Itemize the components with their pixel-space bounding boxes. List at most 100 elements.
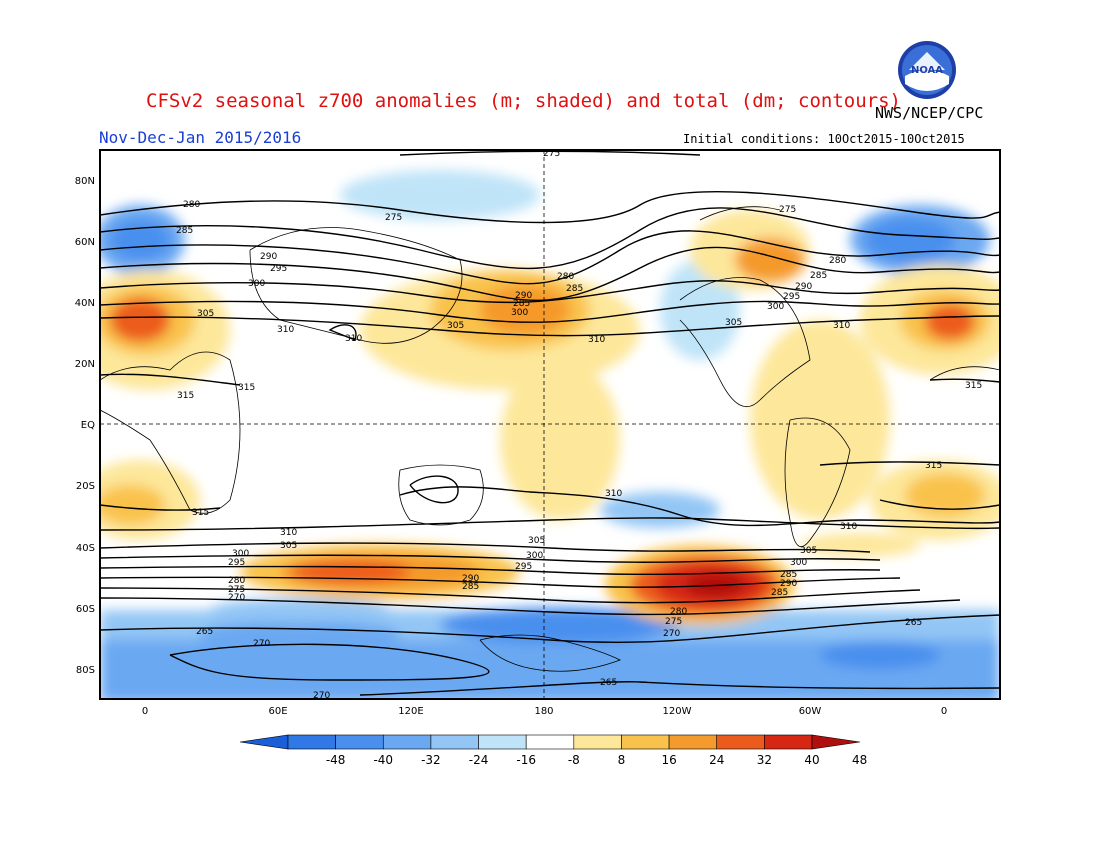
- colorbar-tick-label: 48: [852, 753, 867, 767]
- lat-label: 40S: [76, 543, 95, 554]
- contour-label: 290: [780, 579, 797, 589]
- contour-label: 310: [833, 321, 850, 331]
- colorbar-tick-label: -48: [326, 753, 346, 767]
- contour-label: 265: [905, 618, 922, 628]
- chart-title: CFSv2 seasonal z700 anomalies (m; shaded…: [146, 90, 901, 112]
- coastlines: [100, 206, 1000, 672]
- colorbar-tick-label: -24: [469, 753, 489, 767]
- lat-label: 20S: [76, 481, 95, 492]
- colorbar-swatch: [621, 734, 670, 750]
- contour-label: 280: [670, 607, 687, 617]
- contour-label: 265: [600, 678, 617, 688]
- lat-label: 80N: [75, 176, 95, 187]
- grid-lines: [100, 150, 1000, 699]
- colorbar-tick-label: 16: [661, 753, 676, 767]
- lon-label: 0: [941, 706, 947, 717]
- map-frame: [99, 149, 1001, 700]
- noaa-logo-icon: NOAA: [898, 41, 956, 99]
- lon-label: 120W: [663, 706, 692, 717]
- contour-label: 295: [270, 264, 287, 274]
- colorbar-swatch: [335, 734, 384, 750]
- contour-label: 285: [566, 284, 583, 294]
- season-subtitle: Nov-Dec-Jan 2015/2016: [99, 128, 302, 147]
- lat-label: 40N: [75, 298, 95, 309]
- contour-label: 300: [790, 558, 807, 568]
- lat-label: 60N: [75, 237, 95, 248]
- colorbar-swatch: [478, 734, 527, 750]
- contour-label: 275: [543, 149, 560, 159]
- contour-label: 315: [177, 391, 194, 401]
- contour-label: 275: [385, 213, 402, 223]
- contour-label: 305: [725, 318, 742, 328]
- contour-label: 315: [925, 461, 942, 471]
- contour-label: 265: [196, 627, 213, 637]
- contour-label: 280: [183, 200, 200, 210]
- contour-label: 305: [197, 309, 214, 319]
- colorbar-swatch: [716, 734, 765, 750]
- lon-label: 180: [534, 706, 553, 717]
- contour-label: 310: [840, 522, 857, 532]
- contour-label: 300: [248, 279, 265, 289]
- colorbar-arrow-right: [811, 734, 861, 750]
- colorbar-swatch: [430, 734, 479, 750]
- colorbar-tick-label: -32: [421, 753, 441, 767]
- contour-label: 315: [965, 381, 982, 391]
- contour-label: 285: [780, 570, 797, 580]
- contour-label: 315: [238, 383, 255, 393]
- contour-label: 280: [557, 272, 574, 282]
- contour-label: 270: [253, 639, 270, 649]
- height-contours: [100, 150, 1000, 696]
- contour-label: 290: [260, 252, 277, 262]
- contour-label: 275: [665, 617, 682, 627]
- colorbar-swatch: [525, 734, 575, 750]
- contour-label: 305: [528, 536, 545, 546]
- longitude-axis: 0 60E 120E 180 120W 60W 0: [142, 706, 947, 717]
- initial-conditions: Initial conditions: 10Oct2015-10Oct2015: [683, 132, 965, 146]
- contour-label: 310: [345, 334, 362, 344]
- contour-label: 285: [810, 271, 827, 281]
- anomaly-shading: [100, 170, 1000, 699]
- lat-label: 60S: [76, 604, 95, 615]
- contour-label: 290: [795, 282, 812, 292]
- contour-label: 285: [462, 582, 479, 592]
- colorbar-arrow-left: [239, 734, 289, 750]
- contour-label: 315: [192, 508, 209, 518]
- contour-labels: 280 285 290 295 300 305 310 310 315 315 …: [176, 149, 982, 701]
- contour-label: 295: [783, 292, 800, 302]
- colorbar-tick-label: 8: [618, 753, 626, 767]
- contour-label: 310: [605, 489, 622, 499]
- contour-label: 310: [588, 335, 605, 345]
- map-area: 280 285 290 295 300 305 310 310 315 315 …: [100, 149, 1000, 701]
- lon-label: 60E: [268, 706, 287, 717]
- latitude-axis: 80N 60N 40N 20N EQ 20S 40S 60S 80S: [75, 176, 95, 676]
- contour-label: 285: [176, 226, 193, 236]
- contour-label: 300: [511, 308, 528, 318]
- colorbar-tick-label: -40: [373, 753, 393, 767]
- contour-label: 280: [228, 576, 245, 586]
- contour-label: 305: [447, 321, 464, 331]
- lat-label: 20N: [75, 359, 95, 370]
- contour-label: 270: [228, 593, 245, 603]
- lat-label: 80S: [76, 665, 95, 676]
- contour-label: 310: [280, 528, 297, 538]
- colorbar-swatch: [287, 734, 336, 750]
- lon-label: 0: [142, 706, 148, 717]
- colorbar-tick-label: 32: [757, 753, 772, 767]
- colorbar-tick-label: -16: [516, 753, 536, 767]
- contour-label: 310: [277, 325, 294, 335]
- lon-label: 120E: [398, 706, 423, 717]
- contour-label: 270: [313, 691, 330, 701]
- colorbar: -48 -40 -32 -24 -16 -8 8 16 24 32 40 48: [239, 734, 867, 767]
- contour-label: 275: [228, 585, 245, 595]
- contour-label: 300: [232, 549, 249, 559]
- colorbar-tick-label: 40: [804, 753, 819, 767]
- svg-text:NOAA: NOAA: [911, 65, 943, 76]
- colorbar-swatch: [764, 734, 813, 750]
- contour-label: 285: [771, 588, 788, 598]
- contour-label: 305: [280, 541, 297, 551]
- contour-label: 280: [829, 256, 846, 266]
- colorbar-tick-label: 24: [709, 753, 724, 767]
- contour-label: 295: [228, 558, 245, 568]
- agency-label: NWS/NCEP/CPC: [875, 104, 984, 122]
